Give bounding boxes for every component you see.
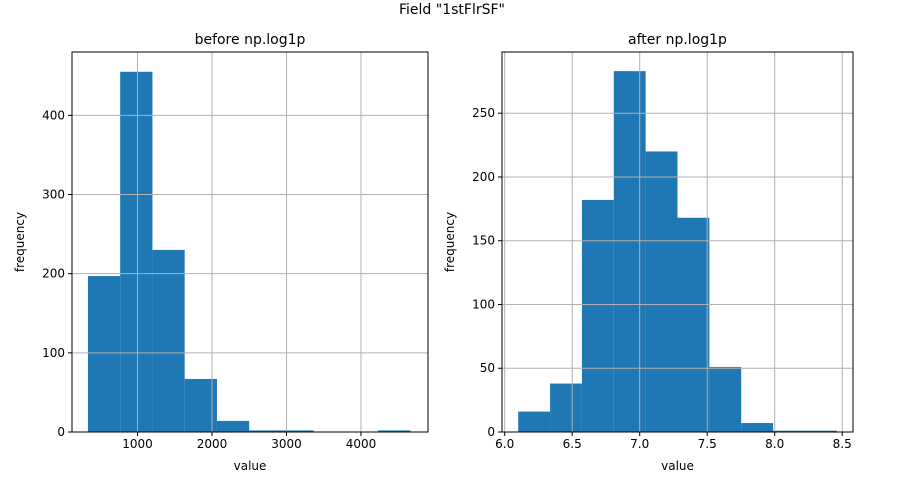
right-chart-bar-1 — [550, 383, 582, 432]
left-chart-y-tick-label-1: 100 — [42, 346, 65, 360]
right-chart-y-tick-label-3: 150 — [472, 234, 495, 248]
right-chart-bar-5 — [677, 217, 710, 432]
right-chart-bar-3 — [613, 71, 646, 433]
left-chart-bar-4 — [216, 420, 250, 432]
right-chart-y-tick-label-1: 50 — [480, 361, 495, 375]
left-chart-y-tick-label-3: 300 — [42, 188, 65, 202]
figure-suptitle: Field "1stFlrSF" — [399, 2, 505, 18]
right-chart-bar-2 — [581, 199, 614, 432]
right-chart-y-tick-label-5: 250 — [472, 106, 495, 120]
right-chart-y-tick-label-0: 0 — [487, 425, 495, 439]
right-chart-x-tick-label-3: 7.5 — [698, 437, 717, 451]
left-chart-bar-9 — [378, 430, 411, 432]
left-chart-title: before np.log1p — [195, 32, 306, 48]
right-chart-bar-8 — [773, 430, 805, 432]
left-chart-x-axis-label: value — [234, 459, 267, 473]
right-chart-y-axis-label: frequency — [443, 212, 457, 272]
right-chart-x-tick-label-5: 8.5 — [833, 437, 852, 451]
right-chart-y-tick-label-2: 100 — [472, 297, 495, 311]
right-chart-x-axis-label: value — [661, 459, 694, 473]
right-chart-bar-0 — [518, 411, 551, 432]
right-chart-bar-6 — [709, 366, 742, 432]
right-chart-bar-9 — [804, 430, 837, 432]
left-chart-bar-5 — [249, 430, 282, 432]
right-chart-x-tick-label-2: 7.0 — [630, 437, 649, 451]
left-chart-x-tick-label-2: 3000 — [271, 437, 302, 451]
left-chart-frame — [71, 51, 429, 433]
right-chart-bar-7 — [741, 423, 774, 432]
left-chart-y-axis-label: frequency — [13, 212, 27, 272]
left-chart-bar-0 — [87, 276, 121, 432]
left-chart-y-tick-label-4: 400 — [42, 108, 65, 122]
left-chart-x-tick-label-3: 4000 — [346, 437, 377, 451]
left-chart-x-tick-label-0: 1000 — [122, 437, 153, 451]
left-chart-bar-6 — [281, 430, 314, 432]
right-chart-x-tick-label-4: 8.0 — [765, 437, 784, 451]
right-chart-bar-4 — [645, 151, 678, 433]
left-chart-y-tick-label-0: 0 — [57, 425, 65, 439]
left-chart-y-tick-label-2: 200 — [42, 267, 65, 281]
right-chart-x-tick-label-1: 6.5 — [563, 437, 582, 451]
left-chart-x-tick-label-1: 2000 — [197, 437, 228, 451]
right-chart-title: after np.log1p — [628, 32, 727, 48]
left-chart-bar-2 — [152, 249, 185, 432]
right-chart-frame — [501, 51, 854, 433]
left-chart-bar-1 — [120, 71, 153, 433]
right-chart-x-tick-label-0: 6.0 — [495, 437, 514, 451]
right-chart-y-tick-label-4: 200 — [472, 170, 495, 184]
